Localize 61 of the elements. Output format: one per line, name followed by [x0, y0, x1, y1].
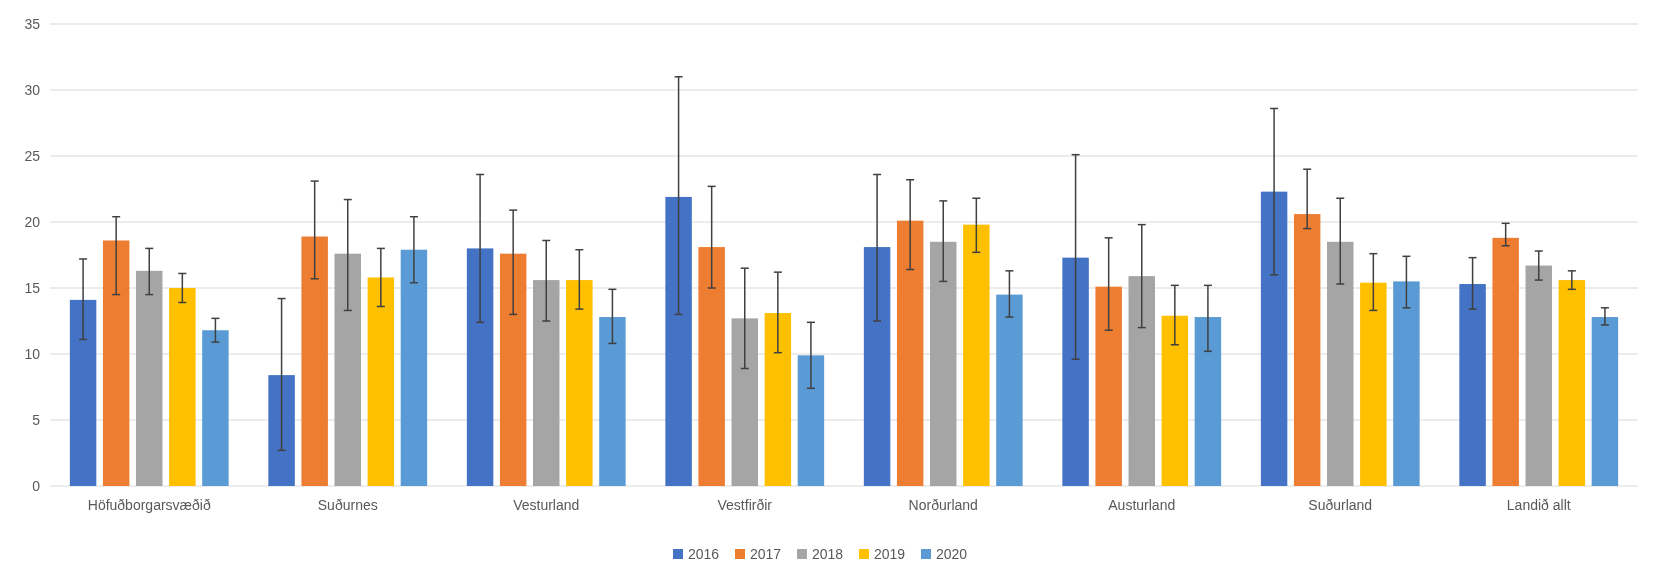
x-tick-label: Höfuðborgarsvæðið — [87, 497, 211, 513]
x-tick-label: Norðurland — [908, 497, 978, 513]
bar — [1492, 237, 1519, 486]
bar — [1525, 265, 1552, 486]
bar — [930, 241, 957, 486]
bar — [400, 249, 428, 486]
bar — [202, 330, 229, 486]
x-tick-label: Suðurnes — [317, 497, 378, 513]
bar — [102, 240, 130, 486]
x-tick-label: Vestfirðir — [717, 497, 773, 513]
bar — [268, 375, 295, 486]
y-tick-label: 5 — [32, 411, 41, 428]
y-tick-label: 20 — [24, 213, 41, 230]
x-tick-label: Austurland — [1108, 497, 1176, 513]
bar — [665, 196, 692, 486]
legend-label: 2017 — [750, 545, 782, 562]
bar — [499, 253, 527, 486]
bar — [1095, 286, 1122, 486]
y-tick-label: 0 — [32, 477, 41, 494]
bar — [996, 294, 1023, 486]
bar — [566, 280, 593, 486]
bar — [136, 270, 163, 486]
bar — [334, 253, 361, 486]
legend-label: 2016 — [688, 545, 720, 562]
bar — [1591, 317, 1619, 486]
y-tick-label: 30 — [24, 81, 41, 98]
bar — [1327, 241, 1354, 486]
bar — [1128, 276, 1155, 486]
bar — [1558, 280, 1586, 486]
bar — [797, 355, 825, 486]
bar — [1062, 257, 1089, 486]
bar — [1393, 281, 1420, 486]
bar — [1293, 214, 1321, 486]
bar — [731, 318, 758, 486]
bar — [863, 247, 891, 486]
bar — [533, 280, 560, 486]
y-tick-label: 25 — [24, 147, 41, 164]
bar — [698, 247, 725, 486]
bar — [1161, 315, 1189, 486]
bar — [896, 220, 924, 486]
legend-label: 2019 — [874, 545, 906, 562]
x-tick-label: Suðurland — [1308, 497, 1373, 513]
bar — [599, 317, 626, 486]
bar — [1459, 284, 1486, 486]
bar — [1360, 282, 1387, 486]
bar — [1260, 191, 1288, 486]
y-tick-label: 35 — [24, 15, 41, 32]
bar — [367, 277, 395, 486]
bar — [169, 288, 196, 486]
legend-label: 2018 — [812, 545, 844, 562]
bar — [301, 236, 328, 486]
x-tick-label: Vesturland — [513, 497, 580, 513]
x-tick-label: Landið allt — [1506, 497, 1571, 513]
bar — [69, 299, 97, 486]
y-tick-label: 10 — [24, 345, 41, 362]
legend-label: 2020 — [936, 545, 968, 562]
bar — [963, 224, 990, 486]
bar — [1194, 317, 1222, 486]
bar — [466, 248, 494, 486]
y-tick-label: 15 — [24, 279, 41, 296]
bar — [764, 313, 792, 486]
